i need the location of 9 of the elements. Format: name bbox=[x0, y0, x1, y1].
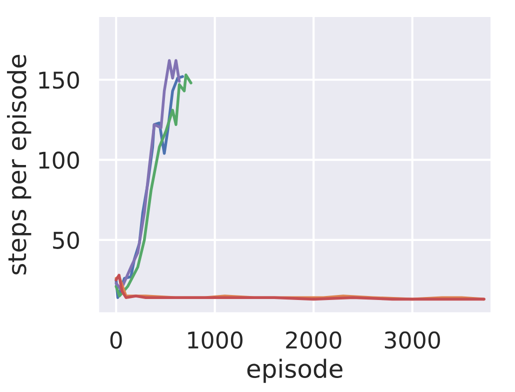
y-tick-label: 100 bbox=[39, 152, 79, 169]
x-tick-label: 3000 bbox=[384, 331, 440, 349]
x-tick-label: 0 bbox=[110, 331, 122, 349]
x-tick-label: 1000 bbox=[188, 331, 242, 349]
y-tick-label: 50 bbox=[53, 232, 79, 249]
x-tick-label: 2000 bbox=[286, 331, 342, 349]
x-axis-title: episode bbox=[247, 358, 342, 383]
y-axis-title: steps per episode bbox=[6, 54, 32, 274]
y-tick-label: 150 bbox=[39, 71, 79, 89]
